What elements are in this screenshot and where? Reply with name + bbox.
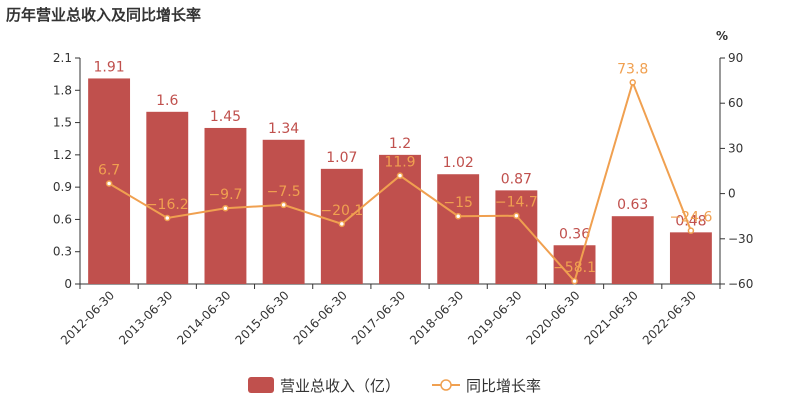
- bar: [495, 190, 538, 284]
- y-right-tick-label: 90: [728, 51, 743, 65]
- y-left-tick-label: 1.8: [53, 83, 72, 97]
- bar-data-label: 1.02: [443, 155, 474, 171]
- line-data-label: 73.8: [617, 61, 648, 77]
- bar-data-label: 0.87: [501, 171, 532, 187]
- line-point: [687, 227, 695, 234]
- line-data-label: −20.1: [320, 203, 363, 219]
- line-labels-group: 6.7 −16.2 −9.7 −7.5 −20.1 11.9 −15 −14.7 −58.1 73…: [98, 61, 712, 276]
- y-left-tick-label: 0.9: [53, 180, 72, 194]
- y-left-tick-label: 1.5: [53, 116, 72, 130]
- y-right-tick-label: −30: [728, 232, 753, 246]
- line-series-group: [105, 79, 695, 285]
- x-tick-label: 2012-06-30: [58, 288, 117, 347]
- bar-data-label: 0.63: [617, 197, 648, 213]
- bar-data-label: 1.45: [210, 109, 241, 125]
- x-tick-label: 2014-06-30: [174, 288, 233, 347]
- y-right-tick-label: 60: [728, 96, 743, 110]
- bar: [262, 139, 305, 284]
- line-point: [280, 201, 287, 209]
- bar-data-label: 1.2: [389, 136, 411, 152]
- line-data-label: 6.7: [98, 163, 120, 179]
- x-tick-label: 2017-06-30: [349, 288, 408, 347]
- bar-data-label: 1.91: [94, 59, 125, 75]
- line-point: [629, 79, 636, 86]
- line-data-label: −7.5: [267, 184, 301, 200]
- y-left-tick-label: 0.6: [53, 212, 72, 226]
- y-right-unit-label: %: [716, 29, 728, 43]
- legend-bar-swatch: [248, 377, 274, 393]
- line-point: [164, 214, 171, 222]
- line-data-label: −16.2: [146, 197, 189, 213]
- bar-labels-group: 1.91 1.6 1.45 1.34 1.07 1.2 1.02 0.87 0.36 0.63 0.…: [94, 59, 707, 242]
- legend-line-label: 同比增长率: [466, 377, 541, 395]
- y-left-tick-label: 0: [64, 277, 72, 291]
- legend: 营业总收入（亿） 同比增长率: [248, 377, 541, 395]
- y-left-tick-label: 0.3: [53, 245, 72, 259]
- line-point: [105, 180, 113, 187]
- x-tick-label: 2021-06-30: [582, 288, 641, 347]
- line-data-label: −24.6: [669, 210, 712, 226]
- bar: [611, 216, 654, 284]
- bar: [146, 111, 189, 284]
- line-data-label: 11.9: [384, 155, 415, 171]
- bar-data-label: 0.36: [559, 226, 590, 242]
- bar: [669, 232, 712, 284]
- line-point: [222, 204, 229, 212]
- line-point: [571, 277, 578, 285]
- bar: [437, 174, 480, 284]
- y-left-tick-label: 2.1: [53, 51, 72, 65]
- line-point: [454, 212, 462, 220]
- bar-data-label: 1.07: [326, 150, 357, 166]
- line-data-label: −14.7: [495, 195, 538, 211]
- y-right-tick-label: 30: [728, 141, 743, 155]
- x-tick-label: 2020-06-30: [523, 288, 582, 347]
- line-data-label: −58.1: [553, 260, 596, 276]
- line-data-label: −9.7: [208, 187, 242, 203]
- bar-data-label: 0.48: [675, 213, 706, 229]
- y-right-tick-label: 0: [728, 187, 736, 201]
- x-tick-label: 2022-06-30: [640, 288, 699, 347]
- bars-group: [88, 78, 712, 284]
- x-tick-label: 2019-06-30: [465, 288, 524, 347]
- y-right-tick-label: −60: [728, 277, 753, 291]
- y-left-tick-label: 1.2: [53, 148, 72, 162]
- x-ticks-group: 2012-06-302013-06-302014-06-302015-06-30…: [58, 284, 721, 347]
- x-tick-label: 2018-06-30: [407, 288, 466, 347]
- x-tick-label: 2016-06-30: [291, 288, 350, 347]
- chart-title: 历年营业总收入及同比增长率: [6, 6, 202, 24]
- line-point: [513, 212, 520, 219]
- legend-bar-label: 营业总收入（亿）: [280, 377, 400, 395]
- bar-data-label: 1.6: [156, 93, 178, 109]
- x-tick-label: 2015-06-30: [233, 288, 292, 347]
- line-point: [396, 172, 404, 179]
- line-point: [338, 220, 346, 228]
- line-data-label: −15: [443, 195, 473, 211]
- legend-line-marker: [440, 379, 452, 391]
- x-tick-label: 2013-06-30: [116, 288, 175, 347]
- bar-data-label: 1.34: [268, 121, 299, 137]
